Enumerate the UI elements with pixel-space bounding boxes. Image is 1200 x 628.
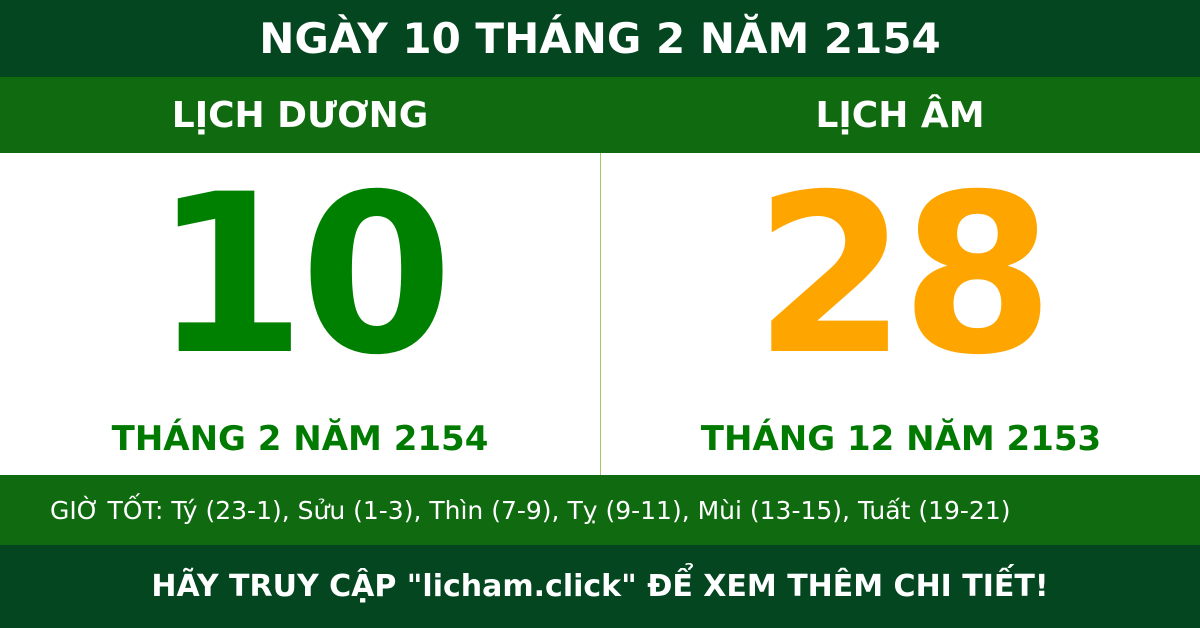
solar-month-year: THÁNG 2 NĂM 2154	[111, 419, 489, 459]
lunar-column: 28 THÁNG 12 NĂM 2153	[600, 153, 1200, 475]
solar-column: 10 THÁNG 2 NĂM 2154	[0, 153, 600, 475]
lunar-day: 28	[753, 147, 1054, 403]
column-headings: LỊCH DƯƠNG LỊCH ÂM	[0, 77, 1200, 153]
page-title: NGÀY 10 THÁNG 2 NĂM 2154	[0, 0, 1200, 77]
lunar-heading: LỊCH ÂM	[815, 94, 985, 136]
footer-cta: HÃY TRUY CẬP "licham.click" ĐỂ XEM THÊM …	[0, 545, 1200, 628]
solar-day: 10	[152, 147, 453, 403]
good-hours: GIỜ TỐT: Tý (23-1), Sửu (1-3), Thìn (7-9…	[0, 475, 1200, 545]
solar-heading: LỊCH DƯƠNG	[171, 94, 429, 136]
lunar-month-year: THÁNG 12 NĂM 2153	[700, 419, 1102, 459]
